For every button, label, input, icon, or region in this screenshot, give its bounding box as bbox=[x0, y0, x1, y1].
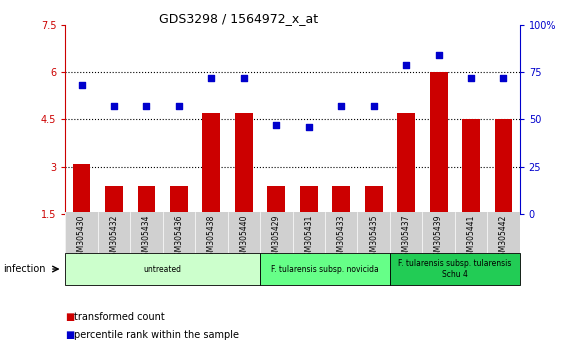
Text: GSM305436: GSM305436 bbox=[174, 215, 183, 261]
FancyBboxPatch shape bbox=[260, 253, 390, 285]
Point bbox=[369, 103, 378, 109]
FancyBboxPatch shape bbox=[65, 253, 260, 285]
Bar bbox=[202, 113, 220, 214]
Text: GSM305431: GSM305431 bbox=[304, 215, 313, 261]
Text: GSM305434: GSM305434 bbox=[142, 215, 151, 261]
Point bbox=[174, 103, 183, 109]
Text: percentile rank within the sample: percentile rank within the sample bbox=[74, 330, 239, 339]
Bar bbox=[462, 119, 480, 214]
Bar bbox=[365, 186, 383, 214]
Bar bbox=[73, 164, 90, 214]
Text: GSM305442: GSM305442 bbox=[499, 215, 508, 261]
Text: GSM305432: GSM305432 bbox=[110, 215, 119, 261]
Text: GSM305437: GSM305437 bbox=[402, 215, 411, 261]
Text: GSM305440: GSM305440 bbox=[239, 215, 248, 261]
Text: GSM305438: GSM305438 bbox=[207, 215, 216, 261]
Point bbox=[272, 122, 281, 128]
Bar bbox=[429, 72, 448, 214]
Text: GSM305441: GSM305441 bbox=[466, 215, 475, 261]
Point bbox=[207, 75, 216, 81]
Point bbox=[466, 75, 475, 81]
Point bbox=[142, 103, 151, 109]
Bar bbox=[397, 113, 415, 214]
Text: GSM305435: GSM305435 bbox=[369, 215, 378, 261]
Text: GDS3298 / 1564972_x_at: GDS3298 / 1564972_x_at bbox=[159, 12, 318, 25]
Text: GSM305430: GSM305430 bbox=[77, 215, 86, 261]
Bar bbox=[235, 113, 253, 214]
Point bbox=[434, 52, 443, 58]
Bar bbox=[105, 186, 123, 214]
Text: GSM305439: GSM305439 bbox=[434, 215, 443, 261]
Text: untreated: untreated bbox=[144, 264, 182, 274]
Point bbox=[337, 103, 346, 109]
Text: transformed count: transformed count bbox=[74, 312, 165, 322]
Text: F. tularensis subsp. tularensis
Schu 4: F. tularensis subsp. tularensis Schu 4 bbox=[398, 259, 512, 279]
FancyBboxPatch shape bbox=[390, 253, 520, 285]
Bar bbox=[332, 186, 350, 214]
Point bbox=[110, 103, 119, 109]
Point bbox=[77, 82, 86, 88]
Bar bbox=[300, 186, 318, 214]
Bar bbox=[495, 119, 512, 214]
Text: GSM305433: GSM305433 bbox=[337, 215, 346, 261]
Point bbox=[499, 75, 508, 81]
Point bbox=[239, 75, 248, 81]
Point bbox=[304, 124, 314, 130]
Text: ■: ■ bbox=[65, 312, 74, 322]
Text: GSM305429: GSM305429 bbox=[272, 215, 281, 261]
Bar bbox=[137, 186, 156, 214]
Bar bbox=[170, 186, 188, 214]
Bar bbox=[268, 186, 285, 214]
Text: F. tularensis subsp. novicida: F. tularensis subsp. novicida bbox=[271, 264, 379, 274]
Text: infection: infection bbox=[3, 264, 45, 274]
Text: ■: ■ bbox=[65, 330, 74, 339]
Point bbox=[402, 62, 411, 67]
